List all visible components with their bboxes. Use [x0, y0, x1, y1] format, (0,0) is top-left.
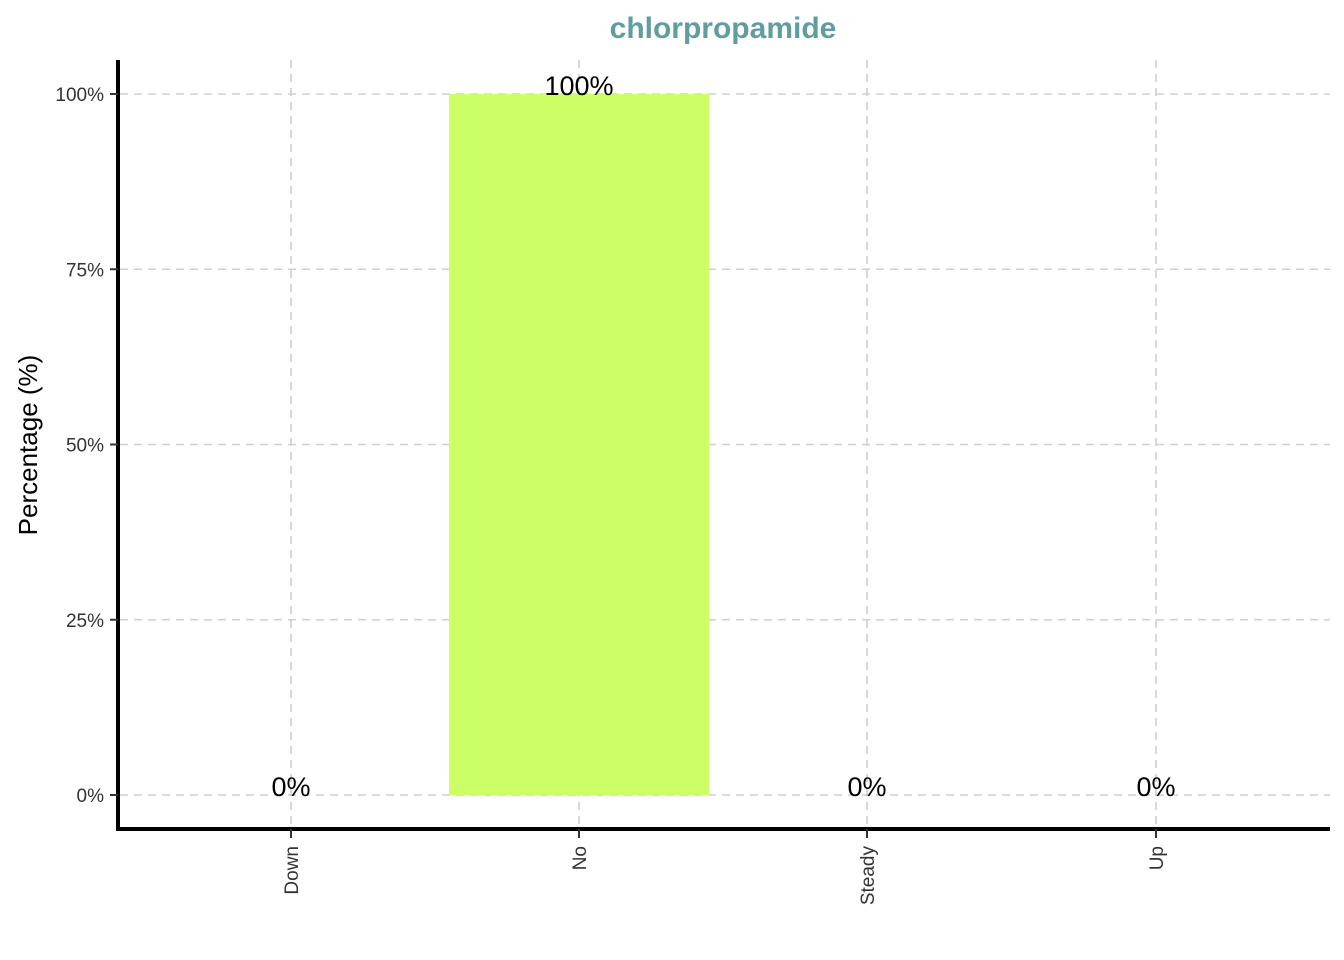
x-tick-label: Up: [1147, 846, 1168, 870]
data-labels: 0% 100% 0% 0%: [271, 71, 1175, 802]
data-label: 0%: [271, 772, 310, 802]
axes: [116, 60, 1330, 831]
y-tick-label: 75%: [66, 260, 104, 281]
y-tick-label: 0%: [77, 786, 105, 807]
chart-title: chlorpropamide: [610, 12, 837, 45]
x-ticks: Down No Steady Up: [282, 829, 1168, 905]
bars: [449, 94, 709, 795]
bar-no: [449, 94, 709, 795]
y-tick-label: 25%: [66, 611, 104, 632]
data-label: 0%: [847, 772, 886, 802]
data-label: 100%: [544, 71, 613, 101]
data-label: 0%: [1136, 772, 1175, 802]
x-tick-label: Steady: [858, 846, 879, 906]
gridlines: [120, 60, 1330, 829]
x-tick-label: Down: [282, 846, 303, 895]
y-axis-label: Percentage (%): [13, 355, 43, 536]
y-tick-label: 50%: [66, 436, 104, 457]
y-tick-label: 100%: [55, 85, 104, 106]
x-tick-label: No: [570, 846, 591, 870]
y-ticks: 0% 25% 50% 75% 100%: [55, 85, 118, 807]
